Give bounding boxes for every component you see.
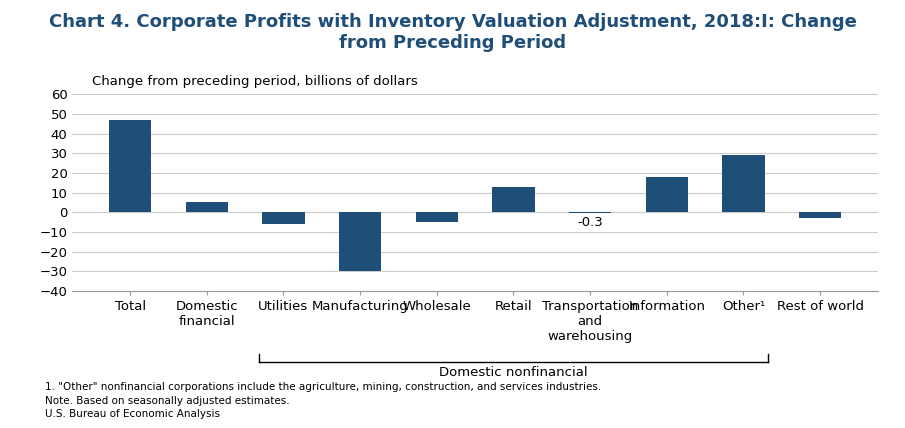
Bar <box>415 212 458 222</box>
Bar <box>109 120 151 212</box>
Bar <box>569 212 611 213</box>
Bar <box>186 202 228 212</box>
Bar <box>492 187 535 212</box>
Bar <box>722 155 765 212</box>
Text: Note. Based on seasonally adjusted estimates.: Note. Based on seasonally adjusted estim… <box>45 396 290 406</box>
Text: Domestic nonfinancial: Domestic nonfinancial <box>439 366 587 379</box>
Text: U.S. Bureau of Economic Analysis: U.S. Bureau of Economic Analysis <box>45 409 220 419</box>
Bar <box>646 177 688 212</box>
Text: -0.3: -0.3 <box>577 216 603 229</box>
Text: 1. "Other" nonfinancial corporations include the agriculture, mining, constructi: 1. "Other" nonfinancial corporations inc… <box>45 382 602 392</box>
Bar <box>799 212 842 218</box>
Bar <box>339 212 381 271</box>
Text: Change from preceding period, billions of dollars: Change from preceding period, billions o… <box>91 75 417 88</box>
Bar <box>262 212 304 224</box>
Text: Chart 4. Corporate Profits with Inventory Valuation Adjustment, 2018:I: Change
f: Chart 4. Corporate Profits with Inventor… <box>49 13 856 52</box>
